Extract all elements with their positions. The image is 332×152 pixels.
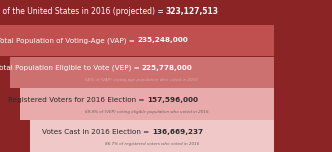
Bar xyxy=(0,25,274,56)
Text: 58% of (VAP) voting-age population who voted in 2016: 58% of (VAP) voting-age population who v… xyxy=(86,78,198,82)
Text: Total Population Eligible to Vote (VEP) =: Total Population Eligible to Vote (VEP) … xyxy=(0,65,142,71)
Bar xyxy=(0,0,332,24)
Text: 323,127,513: 323,127,513 xyxy=(166,7,219,16)
Text: 225,778,000: 225,778,000 xyxy=(142,65,193,71)
Text: 86.7% of registered voters who voted in 2016: 86.7% of registered voters who voted in … xyxy=(105,142,199,146)
Text: Registered Voters for 2016 Election =: Registered Voters for 2016 Election = xyxy=(8,97,147,103)
Text: Votes Cast in 2016 Election =: Votes Cast in 2016 Election = xyxy=(42,128,152,135)
Text: 136,669,237: 136,669,237 xyxy=(152,128,203,135)
Text: 157,596,000: 157,596,000 xyxy=(147,97,198,103)
Bar xyxy=(10,57,274,88)
Text: 69.8% of (VEP) voting eligible population who voted in 2016: 69.8% of (VEP) voting eligible populatio… xyxy=(85,110,209,114)
Text: Total Population of Voting-Age (VAP) =: Total Population of Voting-Age (VAP) = xyxy=(0,37,137,44)
Bar xyxy=(30,120,274,152)
Bar xyxy=(20,88,274,120)
Text: 235,248,000: 235,248,000 xyxy=(137,38,188,43)
Text: Total Population of the United States in 2016 (projected) =: Total Population of the United States in… xyxy=(0,7,166,16)
